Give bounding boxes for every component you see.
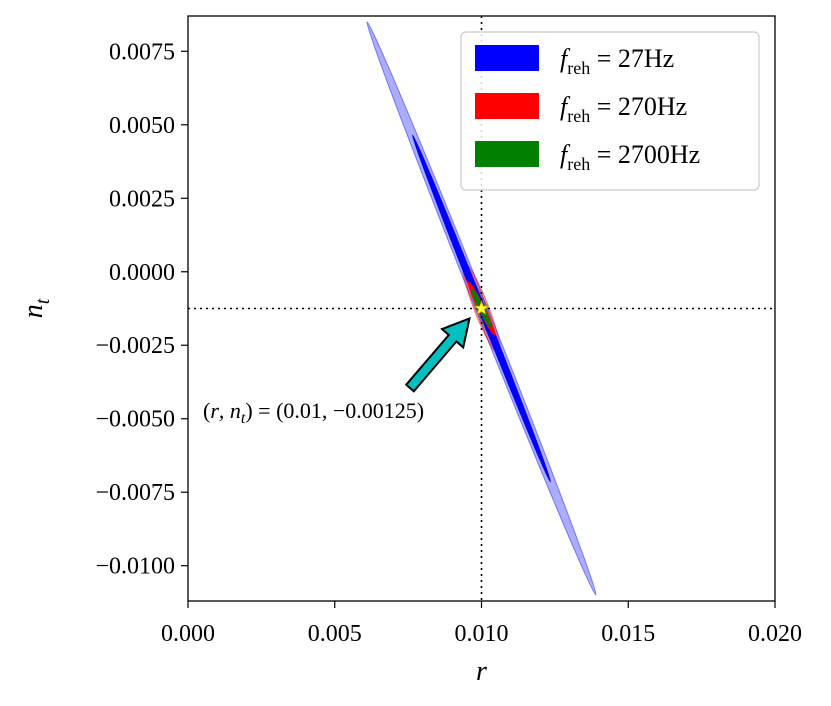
annotation: (r, nt) = (0.01, −0.00125) <box>203 316 471 427</box>
y-axis-label: nt <box>18 298 54 318</box>
annotation-label: (r, nt) = (0.01, −0.00125) <box>203 398 424 427</box>
y-tick-label: −0.0025 <box>95 333 175 359</box>
legend-label: freh = 2700Hz <box>560 140 700 174</box>
y-tick-label: 0.0025 <box>109 186 175 212</box>
legend: freh = 27Hz freh = 270Hz freh = 2700Hz <box>460 31 760 191</box>
y-tick-label: −0.0075 <box>95 480 175 506</box>
axes: 0.000 0.005 0.010 0.015 0.020 0.0075 0.0050 0.0… <box>18 15 802 687</box>
x-tick-label: 0.005 <box>308 621 362 647</box>
x-axis-label: r <box>476 656 487 687</box>
y-tick-label: 0.0000 <box>109 260 175 286</box>
x-tick-label: 0.010 <box>455 621 509 647</box>
fiducial-star-marker <box>474 300 489 315</box>
y-tick-label: −0.0050 <box>95 407 175 433</box>
annotation-arrow <box>404 316 471 393</box>
y-tick-label: −0.0100 <box>95 554 175 580</box>
legend-swatch <box>475 141 539 167</box>
x-tick-label: 0.000 <box>161 621 215 647</box>
y-tick-label: 0.0050 <box>109 113 175 139</box>
x-tick-label: 0.020 <box>748 621 802 647</box>
y-tick-label: 0.0075 <box>109 39 175 65</box>
x-tick-label: 0.015 <box>601 621 655 647</box>
plot-area <box>188 16 775 601</box>
legend-swatch <box>475 93 539 119</box>
legend-label: freh = 27Hz <box>560 44 674 78</box>
legend-label: freh = 270Hz <box>560 92 687 126</box>
legend-swatch <box>475 45 539 71</box>
